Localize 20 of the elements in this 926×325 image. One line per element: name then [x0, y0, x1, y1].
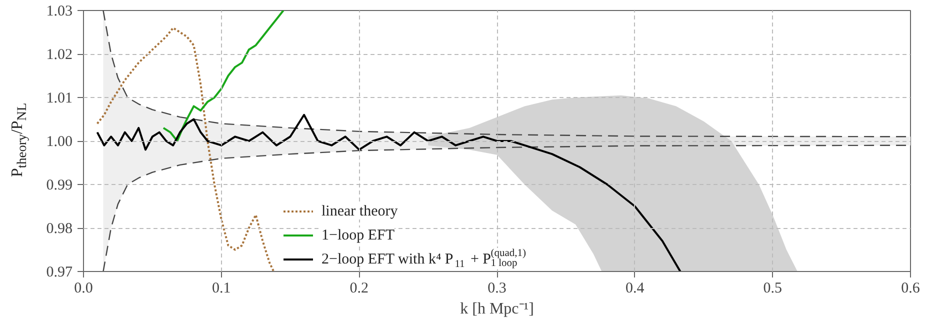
- y-tick-label: 1.02: [46, 47, 72, 63]
- x-tick-label: 0.3: [488, 280, 506, 296]
- y-tick-label: 0.98: [46, 221, 72, 237]
- x-axis-title: k [h Mpc⁻¹]: [460, 300, 534, 318]
- x-tick-label: 0.4: [625, 280, 645, 296]
- line-series: [96, 114, 682, 272]
- y-tick-label: 1.00: [46, 134, 72, 150]
- x-tick-label: 0.0: [74, 280, 93, 296]
- y-tick-label: 0.99: [46, 178, 72, 194]
- y-tick-label: 1.03: [46, 4, 72, 20]
- x-tick-label: 0.5: [763, 280, 782, 296]
- y-tick-label: 0.97: [46, 264, 73, 280]
- line-series: [162, 10, 284, 142]
- x-tick-label: 0.6: [901, 280, 920, 296]
- y-tick-label: 1.01: [46, 90, 72, 106]
- legend-label: 1−loop EFT: [322, 228, 395, 244]
- x-tick-label: 0.2: [350, 280, 369, 296]
- line-series: [96, 26, 275, 272]
- legend-label: linear theory: [322, 204, 398, 220]
- x-tick-label: 0.1: [212, 280, 231, 296]
